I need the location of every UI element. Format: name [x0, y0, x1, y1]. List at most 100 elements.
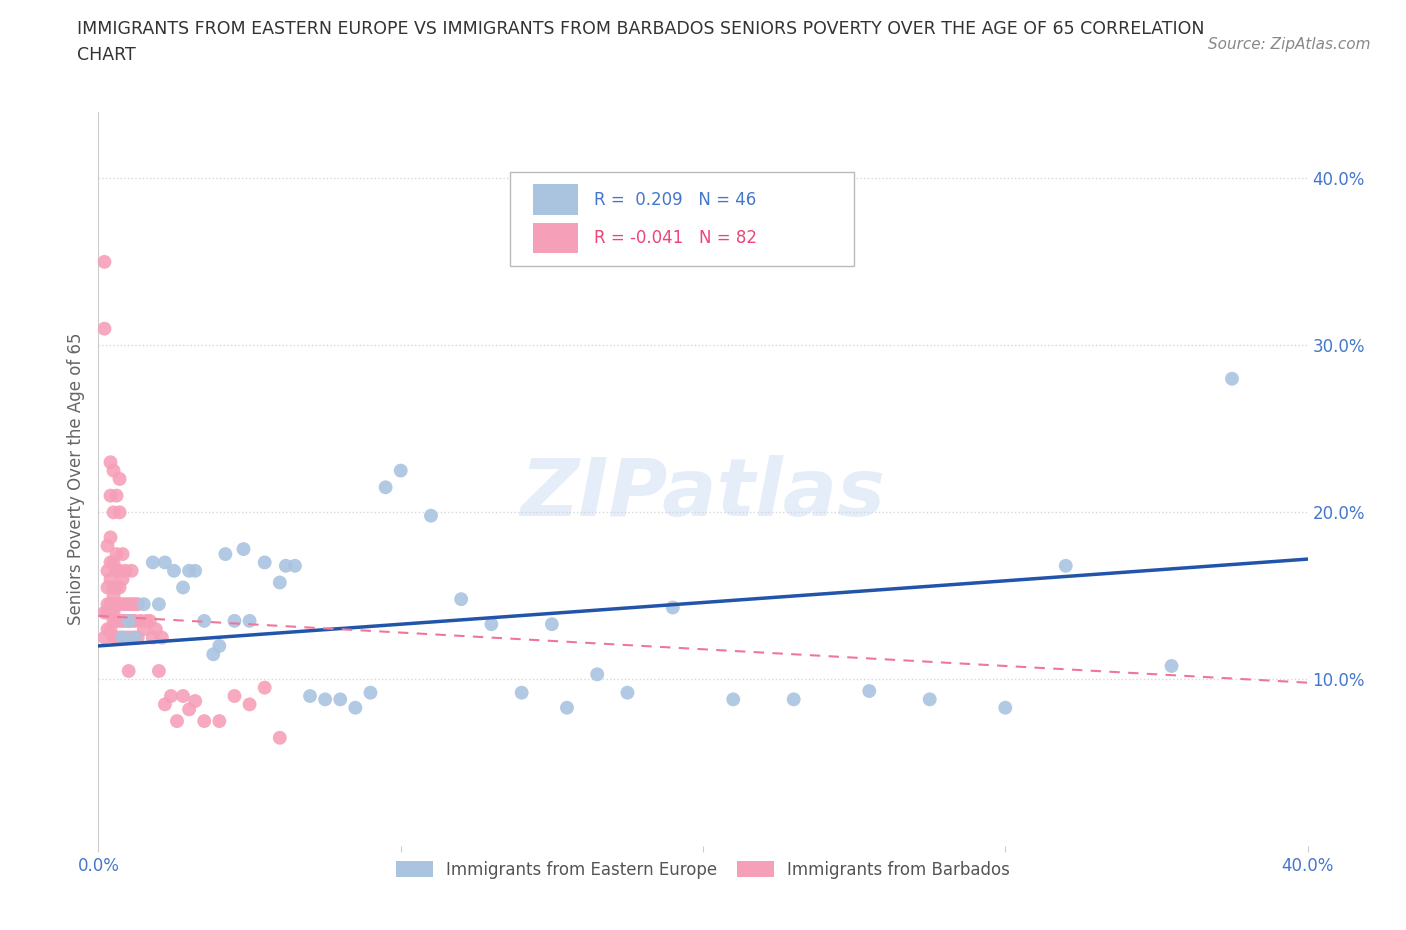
Point: [127, 597, 149, 612]
Point: [1054, 558, 1077, 573]
Text: R =  0.209   N = 46: R = 0.209 N = 46: [595, 191, 756, 209]
Point: [103, 505, 125, 520]
Point: [184, 694, 207, 709]
Point: [96, 564, 118, 578]
Point: [100, 530, 122, 545]
Point: [540, 617, 562, 631]
Point: [1220, 371, 1243, 386]
Point: [93, 255, 115, 270]
Point: [124, 597, 146, 612]
FancyBboxPatch shape: [509, 172, 855, 266]
Point: [148, 663, 170, 678]
Point: [239, 614, 262, 629]
Point: [124, 614, 146, 629]
Point: [783, 692, 806, 707]
Point: [108, 597, 131, 612]
Point: [253, 680, 276, 695]
Point: [108, 564, 131, 578]
Point: [114, 597, 136, 612]
Point: [179, 564, 201, 578]
Point: [132, 597, 155, 612]
Text: Source: ZipAtlas.com: Source: ZipAtlas.com: [1208, 37, 1371, 52]
FancyBboxPatch shape: [533, 184, 578, 215]
Point: [118, 663, 141, 678]
Point: [124, 631, 146, 645]
Point: [118, 597, 141, 612]
Point: [166, 713, 188, 728]
Point: [723, 692, 745, 707]
Point: [111, 631, 134, 645]
Point: [114, 564, 136, 578]
Point: [153, 697, 176, 711]
Point: [172, 580, 194, 595]
Point: [586, 667, 609, 682]
Point: [103, 605, 125, 620]
Legend: Immigrants from Eastern Europe, Immigrants from Barbados: Immigrants from Eastern Europe, Immigran…: [389, 855, 1017, 885]
Point: [96, 605, 118, 620]
Point: [142, 555, 165, 570]
Point: [153, 555, 176, 570]
Point: [918, 692, 941, 707]
Point: [96, 622, 118, 637]
Point: [100, 488, 122, 503]
Point: [108, 472, 131, 486]
FancyBboxPatch shape: [533, 222, 578, 253]
Point: [96, 580, 118, 595]
Point: [202, 647, 225, 662]
Text: IMMIGRANTS FROM EASTERN EUROPE VS IMMIGRANTS FROM BARBADOS SENIORS POVERTY OVER : IMMIGRANTS FROM EASTERN EUROPE VS IMMIGR…: [77, 20, 1205, 38]
Point: [160, 688, 183, 703]
Point: [374, 480, 396, 495]
Point: [111, 547, 134, 562]
Point: [105, 488, 128, 503]
Point: [108, 631, 131, 645]
Point: [481, 617, 503, 631]
Point: [105, 547, 128, 562]
Point: [100, 605, 122, 620]
Text: ZIPatlas: ZIPatlas: [520, 455, 886, 533]
Point: [93, 605, 115, 620]
Point: [103, 463, 125, 478]
Point: [100, 622, 122, 637]
Point: [274, 558, 297, 573]
Point: [105, 580, 128, 595]
Point: [150, 631, 173, 645]
Point: [105, 631, 128, 645]
Point: [1160, 658, 1182, 673]
Point: [208, 639, 231, 654]
Text: CHART: CHART: [77, 46, 136, 64]
Point: [100, 555, 122, 570]
Point: [103, 555, 125, 570]
Point: [108, 505, 131, 520]
Point: [108, 580, 131, 595]
Point: [96, 597, 118, 612]
Point: [232, 541, 254, 556]
Point: [172, 688, 194, 703]
Point: [193, 713, 215, 728]
Point: [420, 508, 443, 523]
Point: [389, 463, 412, 478]
Point: [139, 614, 162, 629]
Point: [314, 692, 336, 707]
Point: [510, 685, 533, 700]
Point: [344, 700, 367, 715]
Point: [142, 631, 165, 645]
Point: [616, 685, 638, 700]
Point: [253, 555, 276, 570]
Point: [193, 614, 215, 629]
Point: [118, 614, 141, 629]
Point: [105, 614, 128, 629]
Point: [114, 631, 136, 645]
Point: [121, 631, 143, 645]
Point: [111, 572, 134, 587]
Point: [100, 572, 122, 587]
Point: [108, 614, 131, 629]
Point: [100, 597, 122, 612]
Point: [329, 692, 352, 707]
Point: [661, 600, 683, 615]
Point: [555, 700, 578, 715]
Point: [118, 614, 141, 629]
Point: [132, 622, 155, 637]
Point: [148, 597, 170, 612]
Point: [269, 575, 291, 590]
Point: [103, 580, 125, 595]
